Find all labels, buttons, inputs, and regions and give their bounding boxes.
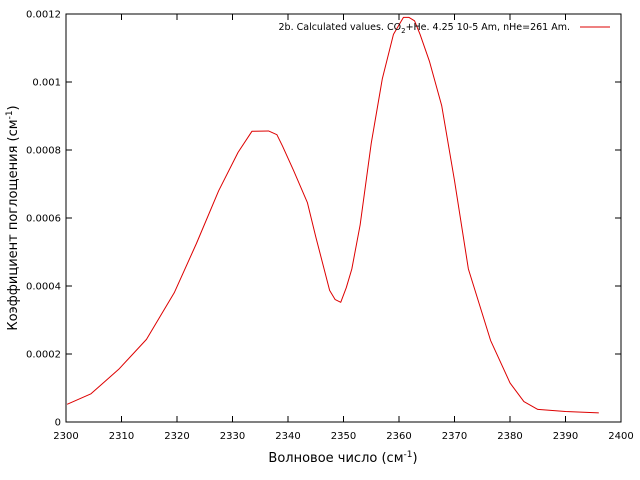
x-tick-label-2: 2320 <box>164 431 189 442</box>
x-tick-label-4: 2340 <box>275 431 300 442</box>
y-tick-label-0: 0 <box>55 418 61 429</box>
x-tick-label-1: 2310 <box>109 431 134 442</box>
axis-ticks <box>65 13 622 423</box>
y-axis-title-end: ) <box>6 105 21 110</box>
x-tick-label-3: 2330 <box>220 431 245 442</box>
legend-label-sub: 2 <box>401 27 405 35</box>
x-tick-label-5: 2350 <box>331 431 356 442</box>
x-axis-title: Волновое число (см-1) <box>268 450 417 466</box>
x-tick-label-10: 2400 <box>608 431 633 442</box>
y-tick-label-6: 0.0012 <box>26 10 61 21</box>
y-tick-labels: 0 0.0002 0.0004 0.0006 0.0008 0.001 0.0012 <box>26 10 61 429</box>
legend-label-rest: +He. 4.25 10-5 Am, nHe=261 Am. <box>406 22 570 33</box>
x-tick-label-0: 2300 <box>53 431 78 442</box>
y-tick-label-3: 0.0006 <box>26 214 61 225</box>
x-tick-label-6: 2360 <box>386 431 411 442</box>
series-line-0 <box>66 16 599 414</box>
x-tick-labels: 2300 2310 2320 2330 2340 2350 2360 2370 2380 2390… <box>53 431 633 442</box>
y-axis-title-sup: -1 <box>5 110 15 119</box>
legend-label: 2b. Calculated values. CO2+He. 4.25 10-5… <box>279 22 571 35</box>
legend: 2b. Calculated values. CO2+He. 4.25 10-5… <box>279 22 610 35</box>
y-tick-label-2: 0.0004 <box>26 282 61 293</box>
x-tick-label-8: 2380 <box>497 431 522 442</box>
x-axis-title-end: ) <box>412 451 417 466</box>
plot-frame <box>65 13 622 423</box>
y-tick-label-5: 0.001 <box>32 78 61 89</box>
x-tick-label-7: 2370 <box>442 431 467 442</box>
x-tick-label-9: 2390 <box>553 431 578 442</box>
y-tick-label-1: 0.0002 <box>26 350 61 361</box>
x-axis-title-sup: -1 <box>404 450 413 460</box>
y-tick-label-4: 0.0008 <box>26 146 61 157</box>
series-layer <box>66 16 599 414</box>
y-axis-title: Коэффициент поглощения (см-1) <box>5 105 21 330</box>
